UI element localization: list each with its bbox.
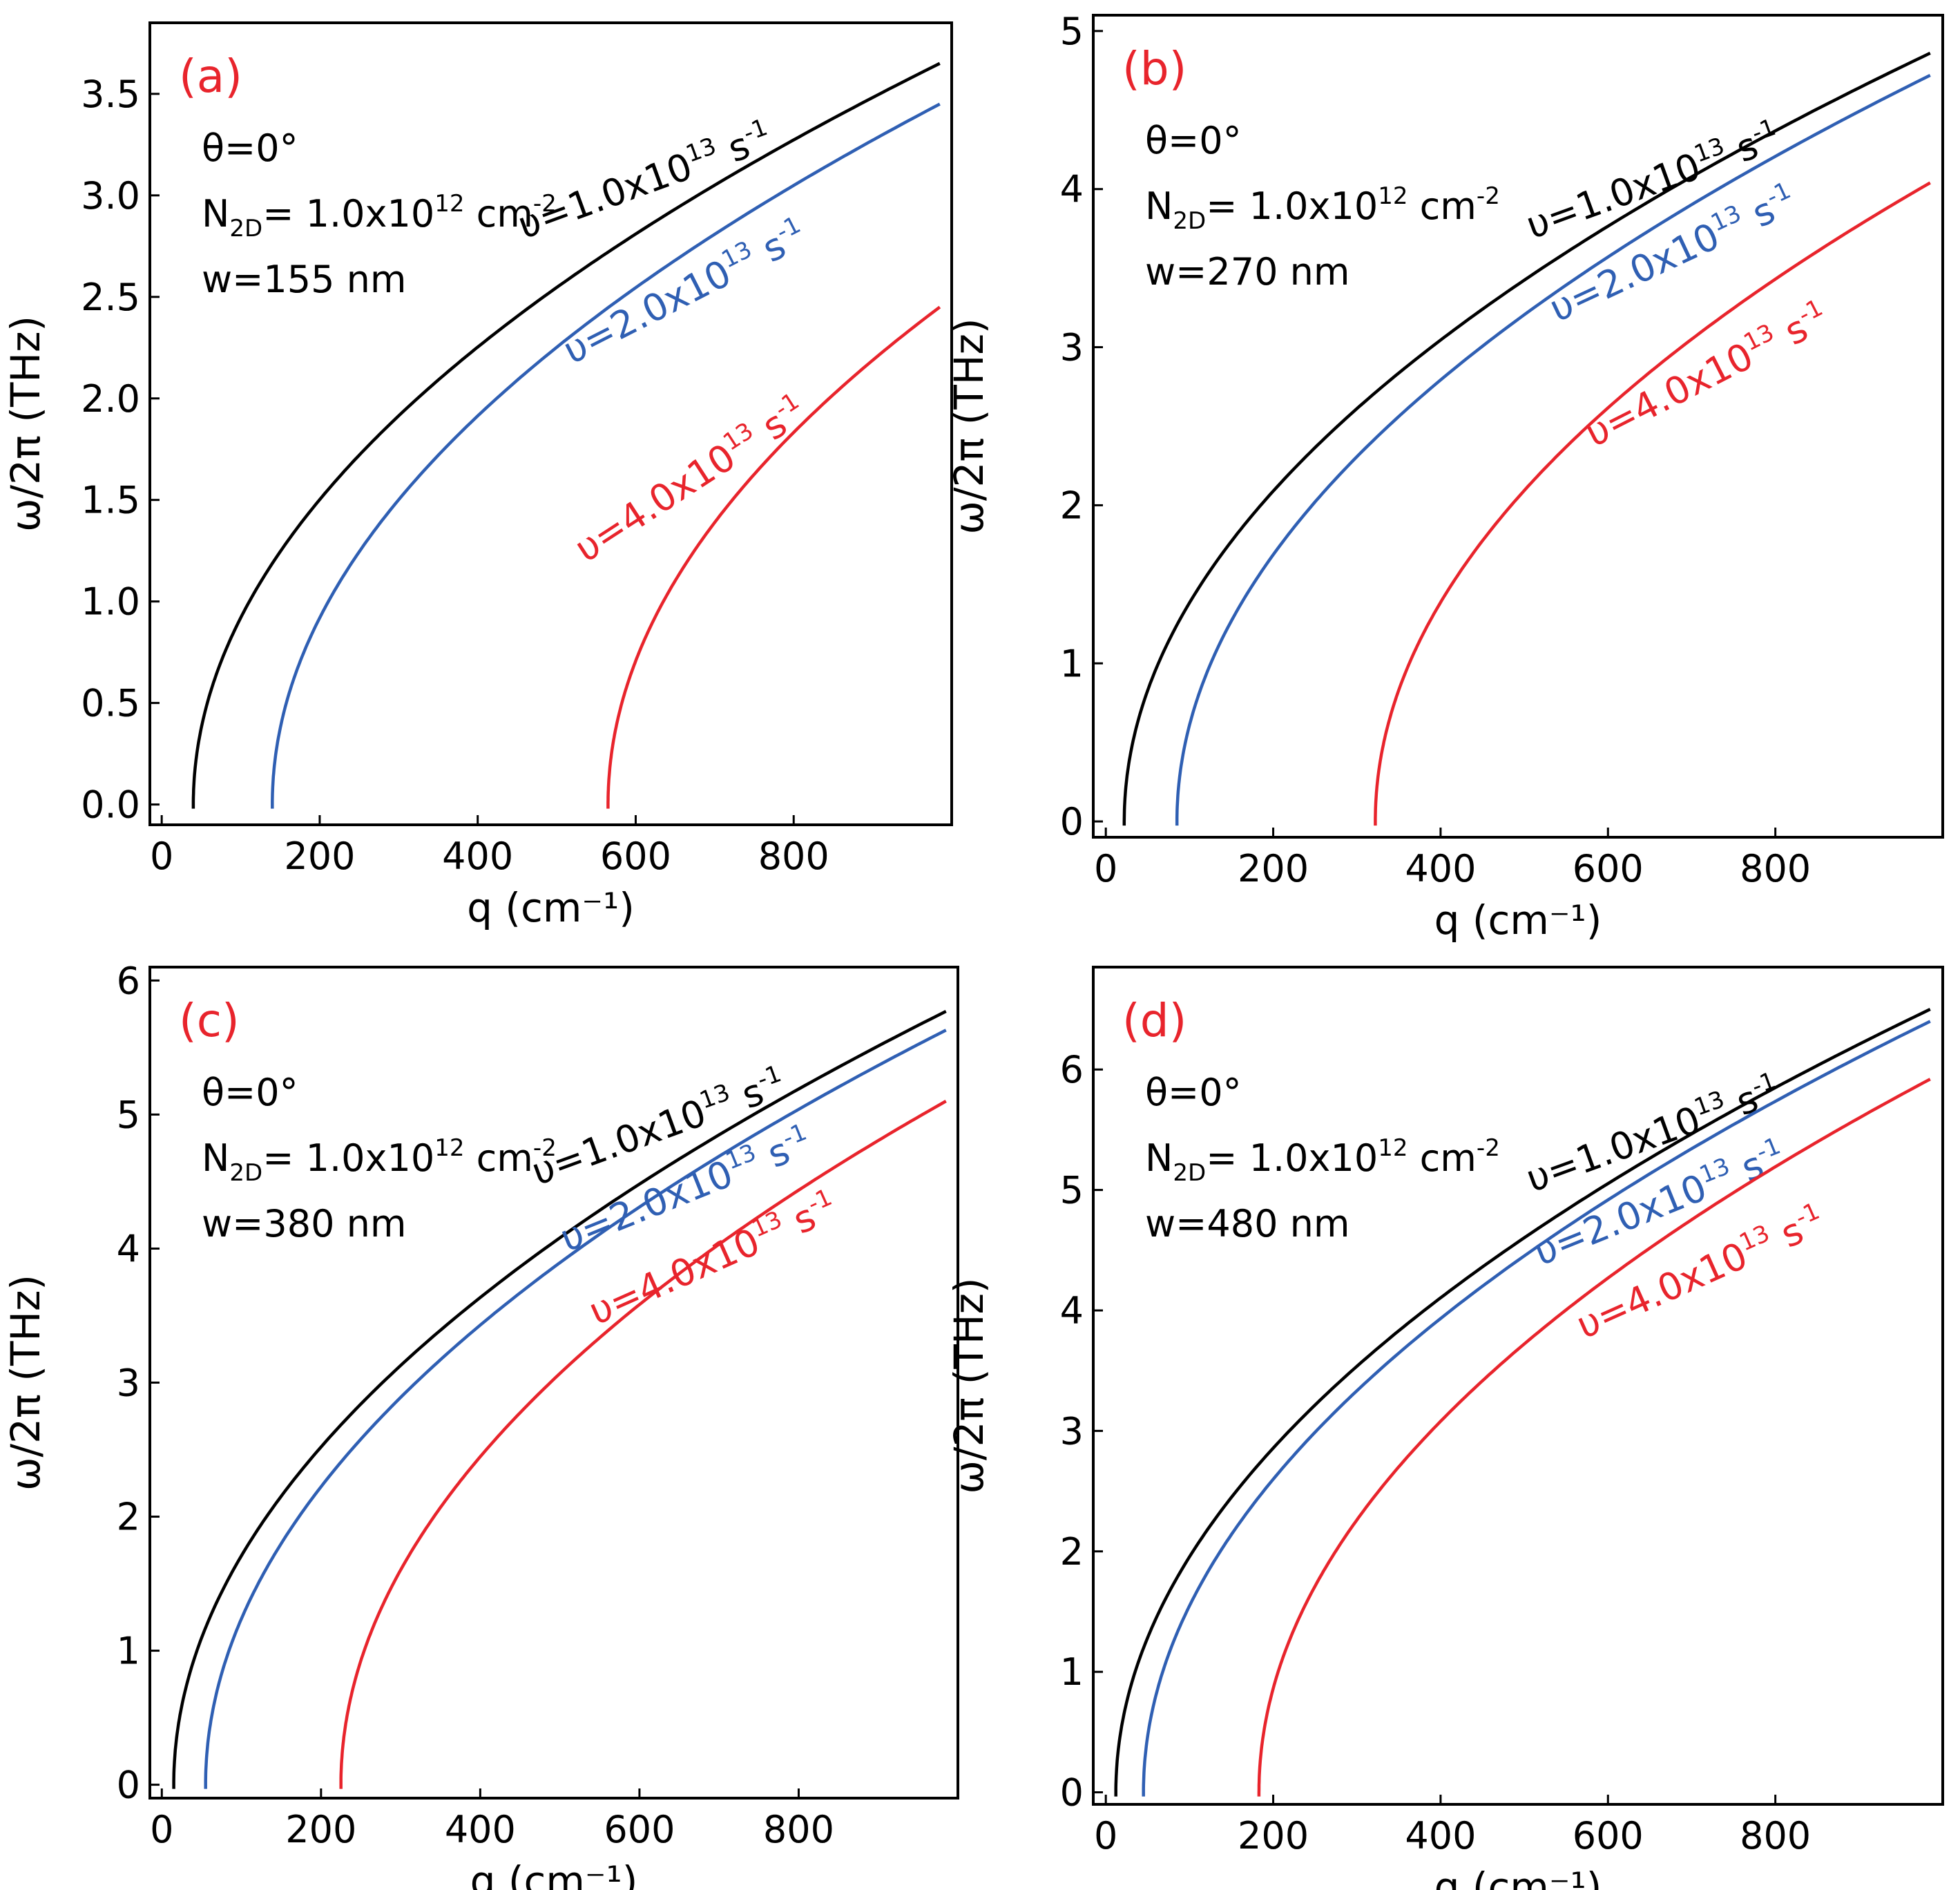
y-tick-label: 0 <box>1060 1771 1084 1815</box>
panel-c: 0 200 400 600 800 0 1 2 3 4 5 6 q (cm⁻¹) ω/2π (THz) (c… <box>2 959 959 1890</box>
x-tick-label: 600 <box>1573 1814 1644 1858</box>
y-tick-label: 3 <box>1060 326 1084 370</box>
y-tick-label: 1 <box>1060 642 1084 685</box>
y-axis-label: ω/2π (THz) <box>2 316 49 532</box>
series-line-1 <box>191 61 941 809</box>
series-line-1 <box>1114 1007 1931 1797</box>
x-tick-label: 200 <box>1238 847 1309 890</box>
x-tick-label: 400 <box>1405 847 1476 890</box>
y-tick-label: 5 <box>1060 10 1084 53</box>
plot-frame <box>1092 966 1944 1806</box>
y-tick-label: 0.5 <box>81 682 140 725</box>
series-line-1 <box>1122 51 1931 826</box>
theta-label: θ=0° <box>202 1071 298 1114</box>
x-tick-label: 400 <box>445 1808 516 1851</box>
panel-label: (a) <box>179 50 242 103</box>
width-label: w=270 nm <box>1145 250 1349 294</box>
series-line-2 <box>271 102 941 809</box>
y-tick-label: 1 <box>117 1630 140 1673</box>
y-tick-label: 1.5 <box>81 479 140 522</box>
y-tick-label: 1 <box>1060 1650 1084 1694</box>
panel-d: 0 200 400 600 800 0 1 2 3 4 5 6 q (cm⁻¹) ω/2π (THz) (d… <box>945 966 1944 1890</box>
width-label: w=480 nm <box>1145 1202 1349 1245</box>
y-tick-label: 4 <box>117 1227 140 1270</box>
series-line-3 <box>606 305 941 809</box>
width-label: w=155 nm <box>202 258 406 301</box>
series-label-2: υ=2.0x1013 s-1 <box>555 211 813 372</box>
y-tick-label: 4 <box>1060 1289 1084 1333</box>
x-tick-label: 400 <box>1405 1814 1476 1858</box>
series-label-3: υ=4.0x1013 s-1 <box>566 388 814 571</box>
panel-a: 0 200 400 600 800 0.0 0.5 1.0 1.5 2.0 2.5 3.0 3.5 q (… <box>2 21 953 931</box>
x-tick-label: 800 <box>763 1808 834 1851</box>
density-label: N2D= 1.0x1012 cm-2 <box>202 1134 557 1187</box>
x-tick-label: 400 <box>442 834 513 878</box>
y-tick-label: 3.0 <box>81 174 140 218</box>
series-line-3 <box>1257 1078 1931 1797</box>
density-label: N2D= 1.0x1012 cm-2 <box>1145 1134 1500 1187</box>
panel-label: (c) <box>179 994 240 1047</box>
y-tick-label: 0 <box>1060 800 1084 843</box>
x-tick-label: 0 <box>150 834 173 878</box>
x-tick-label: 800 <box>758 834 829 878</box>
x-tick-label: 600 <box>1573 847 1644 890</box>
x-tick-label: 200 <box>284 834 355 878</box>
y-tick-label: 3 <box>1060 1409 1084 1453</box>
panel-b: 0 200 400 600 800 0 1 2 3 4 5 q (cm⁻¹) ω/2π (THz) (b)… <box>945 10 1944 944</box>
width-label: w=380 nm <box>202 1202 406 1245</box>
series-line-2 <box>1142 1020 1931 1797</box>
theta-label: θ=0° <box>202 126 298 170</box>
y-tick-label: 2 <box>117 1496 140 1539</box>
series-line-3 <box>1374 181 1931 826</box>
x-tick-label: 600 <box>600 834 671 878</box>
density-label: N2D= 1.0x1012 cm-2 <box>202 190 557 242</box>
x-tick-label: 800 <box>1740 1814 1811 1858</box>
x-tick-label: 0 <box>1094 1814 1117 1858</box>
y-tick-label: 3.5 <box>81 73 140 116</box>
x-axis-label: q (cm⁻¹) <box>1434 1864 1602 1890</box>
panel-label: (b) <box>1122 42 1186 95</box>
series-line-3 <box>339 1100 947 1789</box>
y-tick-label: 6 <box>1060 1048 1084 1091</box>
y-tick-label: 4 <box>1060 168 1084 211</box>
y-tick-label: 5 <box>117 1093 140 1136</box>
y-tick-label: 0 <box>117 1764 140 1807</box>
y-tick-label: 2.5 <box>81 276 140 319</box>
series-line-2 <box>204 1029 947 1789</box>
theta-label: θ=0° <box>1145 119 1242 162</box>
plot-frame <box>1092 14 1944 839</box>
plot-frame <box>148 21 953 826</box>
series-label-3: υ=4.0x1013 s-1 <box>1577 294 1835 455</box>
y-tick-label: 5 <box>1060 1169 1084 1212</box>
series-line-2 <box>1175 73 1931 826</box>
x-tick-label: 800 <box>1740 847 1811 890</box>
x-axis-label: q (cm⁻¹) <box>467 884 635 931</box>
x-axis-label: q (cm⁻¹) <box>470 1858 638 1890</box>
theta-label: θ=0° <box>1145 1071 1242 1114</box>
series-line-1 <box>172 1009 947 1789</box>
y-tick-label: 6 <box>117 959 140 1002</box>
y-axis-label: ω/2π (THz) <box>2 1275 49 1491</box>
y-tick-label: 0.0 <box>81 783 140 827</box>
y-tick-label: 2 <box>1060 484 1084 527</box>
density-label: N2D= 1.0x1012 cm-2 <box>1145 182 1500 235</box>
y-axis-label: ω/2π (THz) <box>945 1277 992 1493</box>
y-tick-label: 3 <box>117 1362 140 1405</box>
panel-label: (d) <box>1122 994 1186 1047</box>
y-tick-label: 2 <box>1060 1530 1084 1574</box>
x-tick-label: 200 <box>285 1808 356 1851</box>
x-axis-label: q (cm⁻¹) <box>1434 897 1602 944</box>
y-axis-label: ω/2π (THz) <box>945 318 992 534</box>
x-tick-label: 200 <box>1238 1814 1309 1858</box>
x-tick-label: 600 <box>604 1808 675 1851</box>
y-tick-label: 2.0 <box>81 377 140 421</box>
x-tick-label: 0 <box>1094 847 1117 890</box>
y-tick-label: 1.0 <box>81 580 140 624</box>
x-tick-label: 0 <box>150 1808 173 1851</box>
